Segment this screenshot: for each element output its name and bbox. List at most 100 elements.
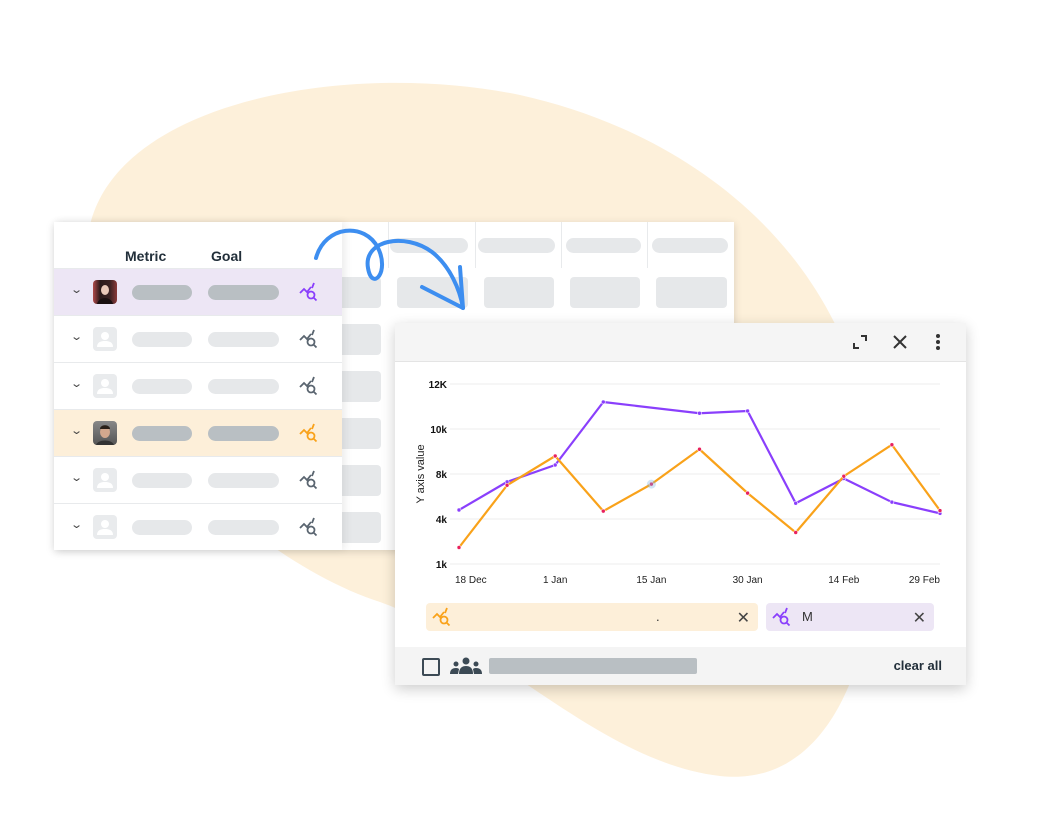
chevron-down-icon[interactable]: ⌄ <box>70 425 84 437</box>
chart-search-icon[interactable] <box>299 376 321 401</box>
data-point[interactable] <box>552 462 558 468</box>
table-cell-placeholder <box>397 277 468 308</box>
metric-placeholder <box>132 332 192 347</box>
data-point[interactable] <box>456 545 462 550</box>
remove-chip-icon[interactable]: ✕ <box>912 610 926 627</box>
popup-footer: clear all <box>395 647 966 685</box>
chevron-down-icon[interactable]: ⌄ <box>70 519 84 531</box>
data-point[interactable] <box>601 508 606 514</box>
column-divider <box>475 222 476 268</box>
y-tick-label: 12K <box>429 380 448 391</box>
data-point[interactable] <box>745 490 750 496</box>
data-point[interactable] <box>841 473 847 479</box>
chevron-down-icon[interactable]: ⌄ <box>70 284 84 296</box>
series-chip-purple[interactable]: M ✕ <box>766 603 934 631</box>
goal-placeholder <box>208 379 279 394</box>
table-row[interactable]: ⌄ <box>54 315 342 362</box>
data-point[interactable] <box>552 453 558 459</box>
avatar <box>93 327 117 351</box>
chart-search-icon[interactable] <box>299 470 321 495</box>
person-icon <box>97 332 113 347</box>
data-point[interactable] <box>937 508 943 513</box>
avatar <box>93 280 117 304</box>
more-vertical-icon[interactable] <box>934 333 942 351</box>
person-icon <box>97 473 113 488</box>
selection-placeholder <box>489 658 697 674</box>
chevron-down-icon[interactable]: ⌄ <box>70 331 84 343</box>
column-header-placeholder <box>478 238 555 253</box>
line-chart: 1k 4k 8k 10k 12K Y axis value 18 Dec 1 Jan 15 Ja… <box>415 380 943 586</box>
column-divider <box>388 222 389 268</box>
expand-icon[interactable] <box>852 334 868 350</box>
column-divider <box>647 222 648 268</box>
data-point[interactable] <box>793 500 799 506</box>
table-row[interactable]: ⌄ <box>54 409 342 456</box>
column-header-placeholder <box>652 238 728 253</box>
data-point[interactable] <box>504 482 510 488</box>
person-icon <box>97 520 113 535</box>
chart-search-icon[interactable] <box>299 517 321 542</box>
data-point[interactable] <box>697 446 702 452</box>
y-tick-label: 10k <box>430 425 447 436</box>
clear-all-button[interactable]: clear all <box>893 658 942 673</box>
x-tick-label: 14 Feb <box>828 575 860 586</box>
avatar <box>93 374 117 398</box>
chart-search-icon[interactable] <box>299 329 321 354</box>
table-cell-placeholder <box>656 277 727 308</box>
goal-placeholder <box>208 426 279 441</box>
x-tick-label: 29 Feb <box>909 575 941 586</box>
table-row[interactable]: ⌄ <box>54 503 342 550</box>
table-left-panel: Metric Goal ⌄ ⌄ ⌄ ⌄ ⌄ ⌄ <box>54 222 342 550</box>
data-point[interactable] <box>601 399 606 405</box>
x-tick-label: 30 Jan <box>733 575 763 586</box>
column-header-placeholder <box>566 238 641 253</box>
x-tick-label: 1 Jan <box>543 575 567 586</box>
chevron-down-icon[interactable]: ⌄ <box>70 472 84 484</box>
column-header-goal[interactable]: Goal <box>211 248 243 264</box>
data-point[interactable] <box>889 499 895 505</box>
person-icon <box>97 379 113 394</box>
remove-chip-icon[interactable]: ✕ <box>736 610 750 627</box>
table-cell-placeholder <box>570 277 640 308</box>
chevron-down-icon[interactable]: ⌄ <box>70 378 84 390</box>
data-point[interactable] <box>649 481 654 487</box>
hover-point-highlight <box>646 479 656 489</box>
chart-search-icon <box>772 607 791 627</box>
goal-placeholder <box>208 520 279 535</box>
y-axis-label: Y axis value <box>415 444 427 503</box>
chart-search-icon[interactable] <box>299 282 321 307</box>
series-line-purple <box>458 400 941 515</box>
table-cell-placeholder <box>484 277 554 308</box>
data-point[interactable] <box>889 442 895 448</box>
popup-header <box>395 323 966 362</box>
chip-label: M <box>802 609 813 624</box>
chart-search-icon[interactable] <box>299 423 321 448</box>
column-header-metric[interactable]: Metric <box>125 248 167 264</box>
table-row[interactable]: ⌄ <box>54 268 342 315</box>
avatar <box>93 468 117 492</box>
chart-search-icon <box>432 607 451 627</box>
metric-placeholder <box>132 520 192 535</box>
goal-placeholder <box>208 332 279 347</box>
column-divider <box>561 222 562 268</box>
series-chip-orange[interactable]: . ✕ <box>426 603 758 631</box>
data-point[interactable] <box>793 530 799 535</box>
data-point[interactable] <box>697 410 702 416</box>
y-tick-label: 4k <box>436 515 448 526</box>
avatar <box>93 515 117 539</box>
table-row[interactable]: ⌄ <box>54 456 342 503</box>
goal-placeholder <box>208 285 279 300</box>
table-row[interactable]: ⌄ <box>54 362 342 409</box>
checkbox-icon[interactable] <box>422 658 440 676</box>
goal-placeholder <box>208 473 279 488</box>
y-tick-label: 8k <box>436 470 448 481</box>
close-icon[interactable] <box>892 334 908 350</box>
metrics-table: Metric Goal ⌄ ⌄ ⌄ ⌄ ⌄ ⌄ <box>54 222 734 550</box>
metric-placeholder <box>132 285 192 300</box>
data-point[interactable] <box>456 507 462 513</box>
chip-label: . <box>656 609 660 624</box>
x-tick-label: 18 Dec <box>455 575 487 586</box>
data-point[interactable] <box>745 408 750 414</box>
column-header-placeholder <box>390 238 468 253</box>
people-icon <box>450 657 482 674</box>
